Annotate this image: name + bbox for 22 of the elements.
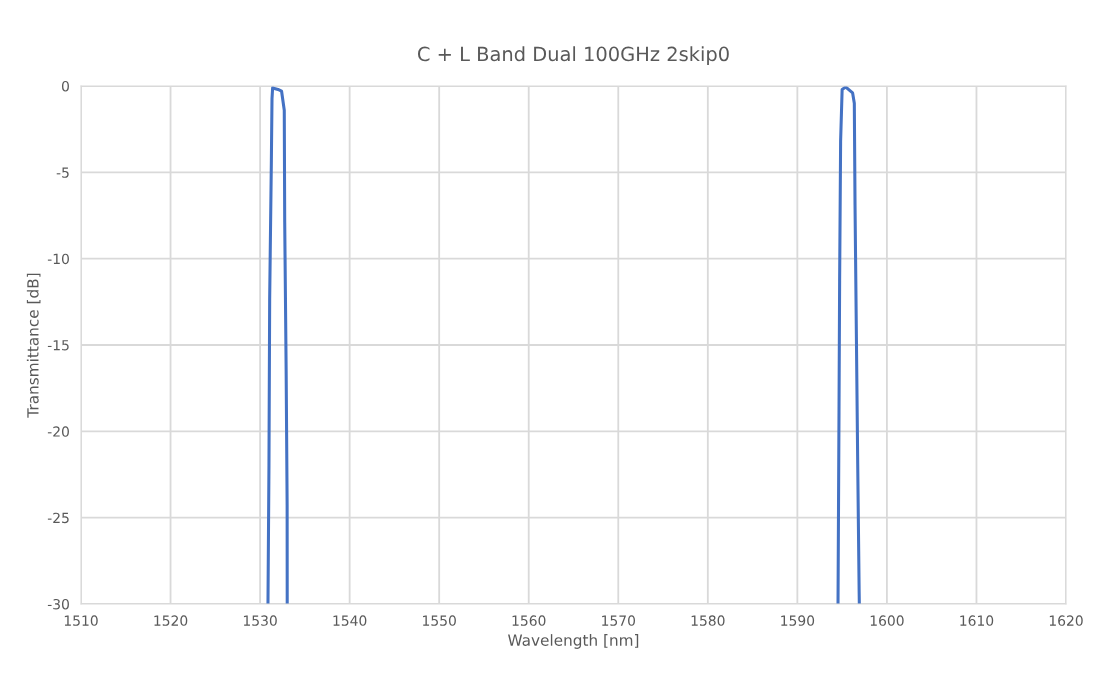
y-tick-label: -15	[47, 340, 69, 351]
x-tick-label: 1510	[64, 615, 98, 626]
y-tick-label: 0	[61, 80, 69, 92]
x-tick-label: 1520	[154, 615, 188, 626]
x-tick-label: 1550	[423, 615, 456, 626]
x-tick-label: 1610	[960, 615, 994, 626]
y-tick-label: -25	[47, 512, 69, 524]
x-axis-title: Wavelength [nm]	[508, 634, 639, 649]
x-tick-label: 1590	[781, 615, 815, 626]
y-tick-label: -5	[56, 167, 69, 178]
x-tick-label: 1530	[243, 615, 277, 626]
x-tick-label: 1600	[870, 615, 904, 626]
chart-title: C + L Band Dual 100GHz 2skip0	[417, 46, 729, 66]
y-tick-label: -20	[47, 426, 69, 437]
x-tick-label: 1570	[602, 615, 636, 626]
x-tick-label: 1580	[691, 615, 725, 626]
y-tick-label: -10	[47, 253, 69, 265]
x-tick-label: 1540	[333, 615, 367, 626]
x-tick-label: 1560	[512, 615, 546, 626]
y-tick-label: -30	[47, 598, 69, 610]
x-tick-label: 1620	[1049, 615, 1083, 626]
y-axis-title: Transmittance [dB]	[26, 273, 41, 418]
